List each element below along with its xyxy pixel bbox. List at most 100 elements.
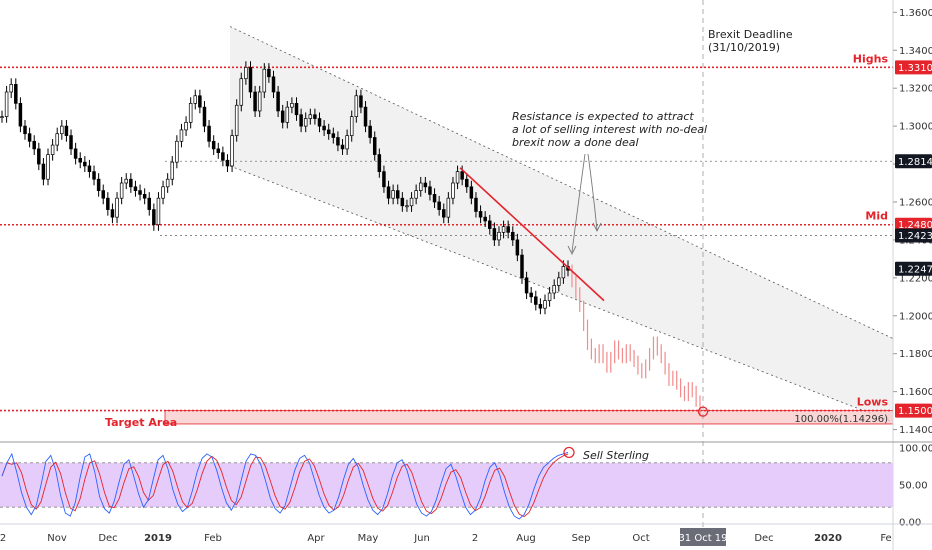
candle-body xyxy=(50,144,55,155)
time-tick-label: Jun xyxy=(413,533,430,544)
candle-body xyxy=(129,178,133,188)
price-badge-text-mid: 1.24800 xyxy=(898,220,932,231)
time-tick-label: Fe xyxy=(880,533,891,544)
candle-body xyxy=(497,231,501,241)
time-tick-label: 2019 xyxy=(144,533,172,544)
candle-body xyxy=(446,197,451,218)
candle-body xyxy=(124,178,128,184)
candle-body xyxy=(377,154,382,172)
time-tick-label: Aug xyxy=(516,533,536,544)
candle-body xyxy=(138,190,142,195)
candle-body xyxy=(359,95,363,108)
note-arrow-right xyxy=(587,153,598,231)
time-tick-label: May xyxy=(358,533,379,544)
candle-body xyxy=(391,190,395,199)
candle-body xyxy=(27,133,32,142)
candle-body xyxy=(179,129,184,142)
candle-body xyxy=(78,158,82,163)
price-tick-label: 1.34000 xyxy=(899,46,932,57)
candle-body xyxy=(414,190,418,199)
candle-body xyxy=(409,197,414,207)
candle-body xyxy=(386,186,391,199)
time-cursor-badge xyxy=(680,528,726,546)
candle-body xyxy=(308,114,313,119)
candle-body xyxy=(271,76,276,93)
candle-body xyxy=(455,171,460,184)
candle-body xyxy=(557,277,561,286)
candle-body xyxy=(207,125,211,142)
candle-body xyxy=(0,116,4,118)
time-tick-label: 2 xyxy=(472,533,478,544)
candle-body xyxy=(156,197,161,226)
candle-body xyxy=(64,125,69,136)
candle-body xyxy=(170,161,175,180)
candle-body xyxy=(14,84,18,104)
candle-body xyxy=(175,140,179,163)
level-label-mid: Mid xyxy=(865,210,888,223)
candle-body xyxy=(313,114,317,119)
candle-body xyxy=(469,186,474,199)
target-area-box xyxy=(164,410,894,425)
candle-body xyxy=(83,161,87,167)
price-badge-text-level-128147: 1.28147 xyxy=(898,157,932,168)
last-price-badge xyxy=(895,261,932,276)
candle-body xyxy=(317,118,322,127)
candle-body xyxy=(9,84,13,93)
price-badge-text-lows: 1.15000 xyxy=(898,406,932,417)
candle-body xyxy=(280,110,285,123)
time-tick-label: Dec xyxy=(754,533,773,544)
candle-body xyxy=(478,211,483,218)
price-badge-highs xyxy=(895,60,932,75)
target-marker-circle xyxy=(697,406,709,417)
brexit-deadline-label: Brexit Deadline xyxy=(708,28,793,41)
candle-body xyxy=(267,68,271,78)
candle-body xyxy=(106,197,110,210)
candle-body xyxy=(354,95,359,117)
candle-body xyxy=(511,231,515,241)
candle-body xyxy=(152,209,156,226)
candle-body xyxy=(418,182,423,191)
price-tick-label: 1.36000 xyxy=(899,8,932,19)
candle-body xyxy=(276,91,280,112)
candle-body xyxy=(395,190,400,199)
channel-lower-line xyxy=(229,165,894,423)
candle-body xyxy=(262,68,267,93)
candle-body xyxy=(299,114,303,127)
candle-body xyxy=(115,197,119,218)
time-tick-label: Apr xyxy=(307,533,325,544)
candle-body xyxy=(285,106,290,123)
candle-body xyxy=(133,186,138,191)
candle-body xyxy=(331,133,336,138)
candle-body xyxy=(524,277,529,294)
candle-body xyxy=(225,159,230,167)
candle-body xyxy=(96,178,101,191)
sell-signal-label: Sell Sterling xyxy=(583,449,649,462)
brexit-deadline-date: (31/10/2019) xyxy=(708,41,780,54)
candle-body xyxy=(69,135,73,150)
candle-body xyxy=(239,78,244,106)
target-area-label: Target Area xyxy=(105,416,177,429)
price-tick-label: 1.30000 xyxy=(899,122,932,133)
candle-body xyxy=(101,190,105,199)
candle-body xyxy=(543,300,547,309)
candle-body xyxy=(60,125,64,135)
candle-body xyxy=(538,304,543,309)
price-tick-label: 1.26000 xyxy=(899,197,932,208)
price-badge-level-124230 xyxy=(895,228,932,243)
candle-body xyxy=(73,148,78,159)
candle-body xyxy=(216,148,221,154)
level-label-highs: Highs xyxy=(853,52,889,65)
candle-body xyxy=(234,104,239,136)
candle-body xyxy=(188,103,193,123)
candle-body xyxy=(198,95,202,108)
resistance-trendline xyxy=(459,167,605,302)
candle-body xyxy=(142,194,147,199)
candle-body xyxy=(428,186,432,195)
candle-body xyxy=(23,125,27,135)
channel-upper-line xyxy=(229,26,894,339)
candle-body xyxy=(37,148,41,165)
candle-body xyxy=(147,197,152,210)
candle-body xyxy=(248,66,253,93)
time-tick-label: 2 xyxy=(0,533,6,544)
